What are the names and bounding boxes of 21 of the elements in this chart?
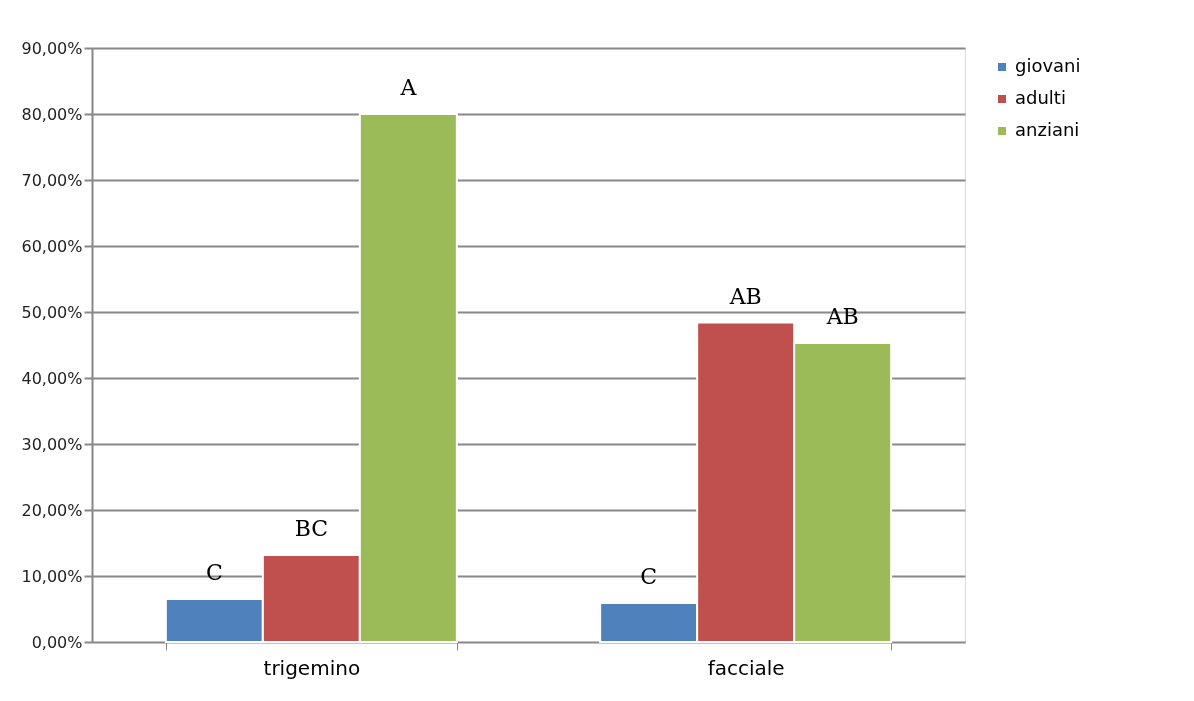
y-tick-label: 80,00% [21,104,83,124]
y-tick-label: 20,00% [21,500,83,520]
y-tick-label: 0,00% [31,632,83,652]
legend-label: anziani [1015,119,1080,140]
y-tick-label: 70,00% [21,170,83,190]
legend-label: giovani [1015,55,1081,76]
y-tick-label: 40,00% [21,368,83,388]
legend-label: adulti [1015,87,1066,108]
x-tick-label: trigemino [263,655,361,680]
y-tick-label: 50,00% [21,302,83,322]
y-tick-label: 90,00% [21,38,83,58]
data-label: BC [294,515,329,541]
data-label: C [205,560,223,586]
x-tick-label: facciale [707,655,785,680]
y-tick-label: 60,00% [21,236,83,256]
data-label: C [640,564,658,590]
data-label: AB [728,283,762,309]
data-label: A [399,75,418,100]
y-tick-label: 10,00% [21,566,83,586]
y-tick-label: 30,00% [21,434,83,454]
data-label: AB [825,304,859,330]
